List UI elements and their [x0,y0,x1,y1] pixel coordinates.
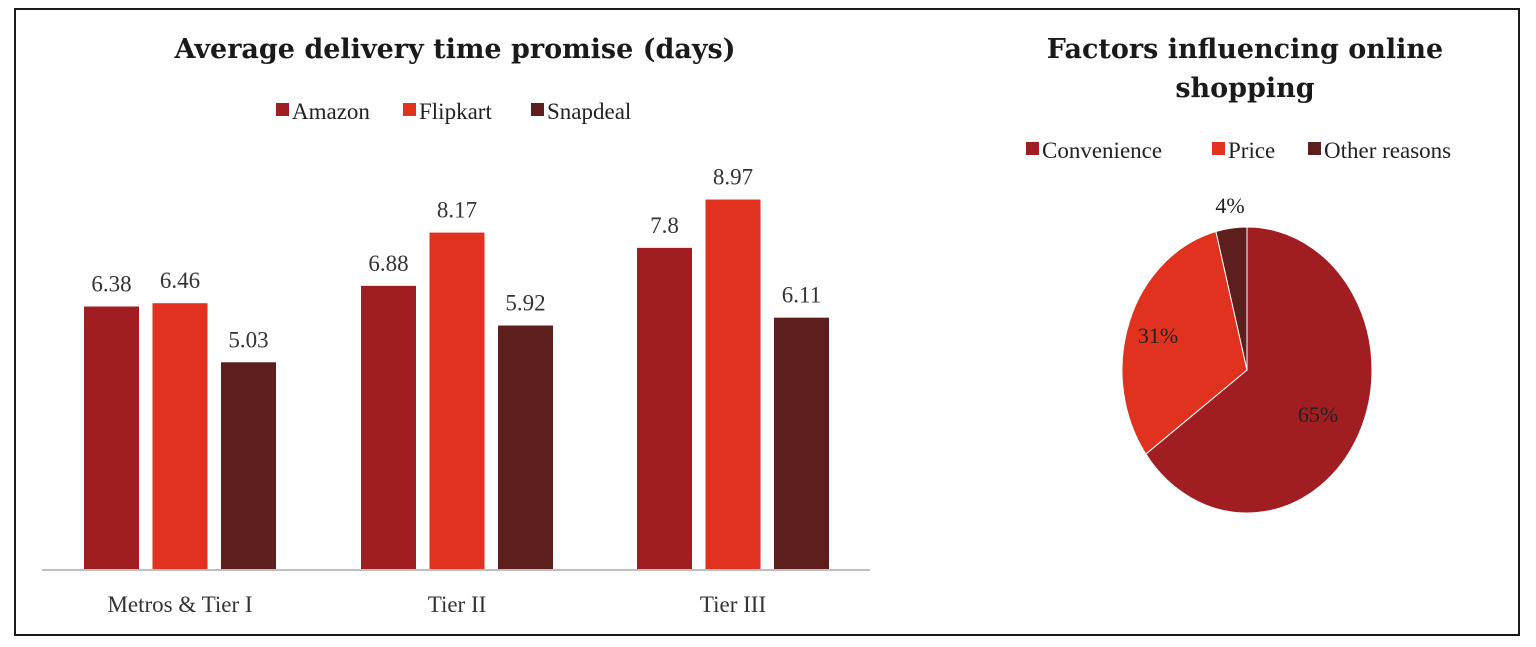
pie-chart-title-line-1: Factors influencing online [1047,34,1443,65]
pie-label-convenience: 65% [1298,402,1338,427]
legend-swatch-flipkart [403,103,416,116]
pie-slice-price [1121,230,1248,455]
value-label-snapdeal-tier-ii: 5.92 [505,291,545,316]
value-label-snapdeal-metros-tier-i: 5.03 [228,327,268,352]
pie-slice-other-reasons [1215,226,1248,371]
bar-flipkart-tier-iii [705,199,761,570]
bar-amazon-tier-iii [637,247,692,571]
legend-swatch-snapdeal [531,103,544,116]
pie-slice-convenience [1145,226,1373,514]
legend-swatch-price [1212,142,1225,155]
legend-swatch-amazon [276,103,289,116]
legend-label-price: Price [1228,138,1275,163]
legend-label-snapdeal: Snapdeal [547,99,631,124]
pie-label-price: 31% [1138,323,1178,348]
bar-amazon-tier-ii [361,285,416,570]
legend-label-amazon: Amazon [292,99,370,124]
value-label-amazon-metros-tier-i: 6.38 [91,272,131,297]
bar-flipkart-tier-ii [429,232,485,571]
legend-swatch-other-reasons [1308,142,1321,155]
bar-snapdeal-metros-tier-i [221,362,276,570]
pie-chart-legend: Convenience Price Other reasons [1026,138,1451,163]
value-label-flipkart-tier-iii: 8.97 [713,165,753,190]
value-label-flipkart-tier-ii: 8.17 [437,198,477,223]
pie-label-other-reasons: 4% [1215,193,1244,218]
bar-chart-legend: Amazon Flipkart Snapdeal [276,99,631,124]
bar-snapdeal-tier-ii [498,325,553,570]
category-label-tier-ii: Tier II [428,592,487,617]
value-label-snapdeal-tier-iii: 6.11 [782,283,821,308]
bar-snapdeal-tier-iii [774,317,829,570]
bar-flipkart-metros-tier-i [152,303,208,570]
value-label-flipkart-metros-tier-i: 6.46 [160,268,200,293]
pie-chart-title-line-2: shopping [1175,73,1314,104]
value-label-amazon-tier-ii: 6.88 [368,251,408,276]
bar-chart-plot: 6.38 6.46 5.03 Metros & Tier I 6.88 8.17 5.92 T… [84,165,829,617]
category-label-metros-tier-i: Metros & Tier I [107,592,252,617]
legend-label-flipkart: Flipkart [419,99,492,124]
legend-label-convenience: Convenience [1042,138,1162,163]
bar-amazon-metros-tier-i [84,306,139,570]
bar-chart-title: Average delivery time promise (days) [173,34,735,65]
category-label-tier-iii: Tier III [700,592,766,617]
pie-chart-plot: 65% 31% 4% [1121,193,1373,514]
legend-label-other-reasons: Other reasons [1324,138,1451,163]
value-label-amazon-tier-iii: 7.8 [650,213,679,238]
legend-swatch-convenience [1026,142,1039,155]
